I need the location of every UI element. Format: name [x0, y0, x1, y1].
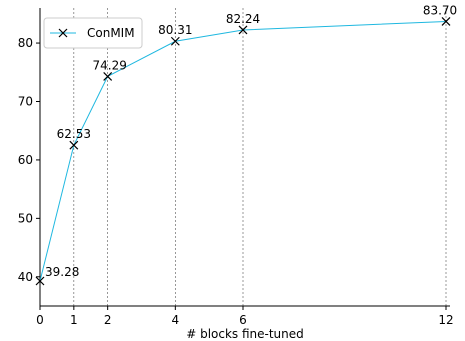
x-tick-label-6: 6: [239, 313, 247, 327]
legend-box: [43, 17, 143, 49]
x-axis-label: # blocks fine-tuned: [186, 327, 304, 341]
data-point-marker: [103, 71, 113, 81]
data-label: 74.29: [92, 58, 126, 72]
data-labels: 39.28 62.53 74.29 80.31 82.24 83.70: [45, 3, 457, 279]
data-label: 80.31: [158, 23, 192, 37]
y-tick-label-50: 50: [18, 211, 33, 225]
data-point-marker: [35, 276, 45, 286]
series-group: [35, 17, 451, 286]
y-ticks: 40 50 60 70 80: [18, 36, 40, 284]
data-label: 82.24: [226, 12, 260, 26]
legend-x-marker-icon: [58, 28, 68, 38]
data-point-marker: [238, 25, 248, 35]
x-tick-label-1: 1: [70, 313, 78, 327]
data-label: 39.28: [45, 265, 79, 279]
data-label: 83.70: [423, 3, 457, 17]
legend-label: ConMIM: [87, 26, 135, 40]
x-tick-label-12: 12: [438, 313, 453, 327]
y-tick-label-40: 40: [18, 270, 33, 284]
data-point-marker: [170, 36, 180, 46]
gridlines: [73, 8, 447, 306]
y-tick-label-70: 70: [18, 94, 33, 108]
legend: ConMIM: [43, 17, 143, 49]
y-tick-label-80: 80: [18, 36, 33, 50]
data-label: 62.53: [57, 127, 91, 141]
y-tick-label-60: 60: [18, 153, 33, 167]
x-tick-label-0: 0: [36, 313, 44, 327]
series-line-0: [39, 20, 447, 282]
x-tick-label-4: 4: [172, 313, 180, 327]
data-point-marker: [441, 17, 451, 26]
x-tick-label-2: 2: [104, 313, 112, 327]
axes: [39, 8, 450, 307]
x-ticks: 0 1 2 4 6 12: [36, 306, 454, 327]
data-point-marker: [69, 140, 79, 150]
